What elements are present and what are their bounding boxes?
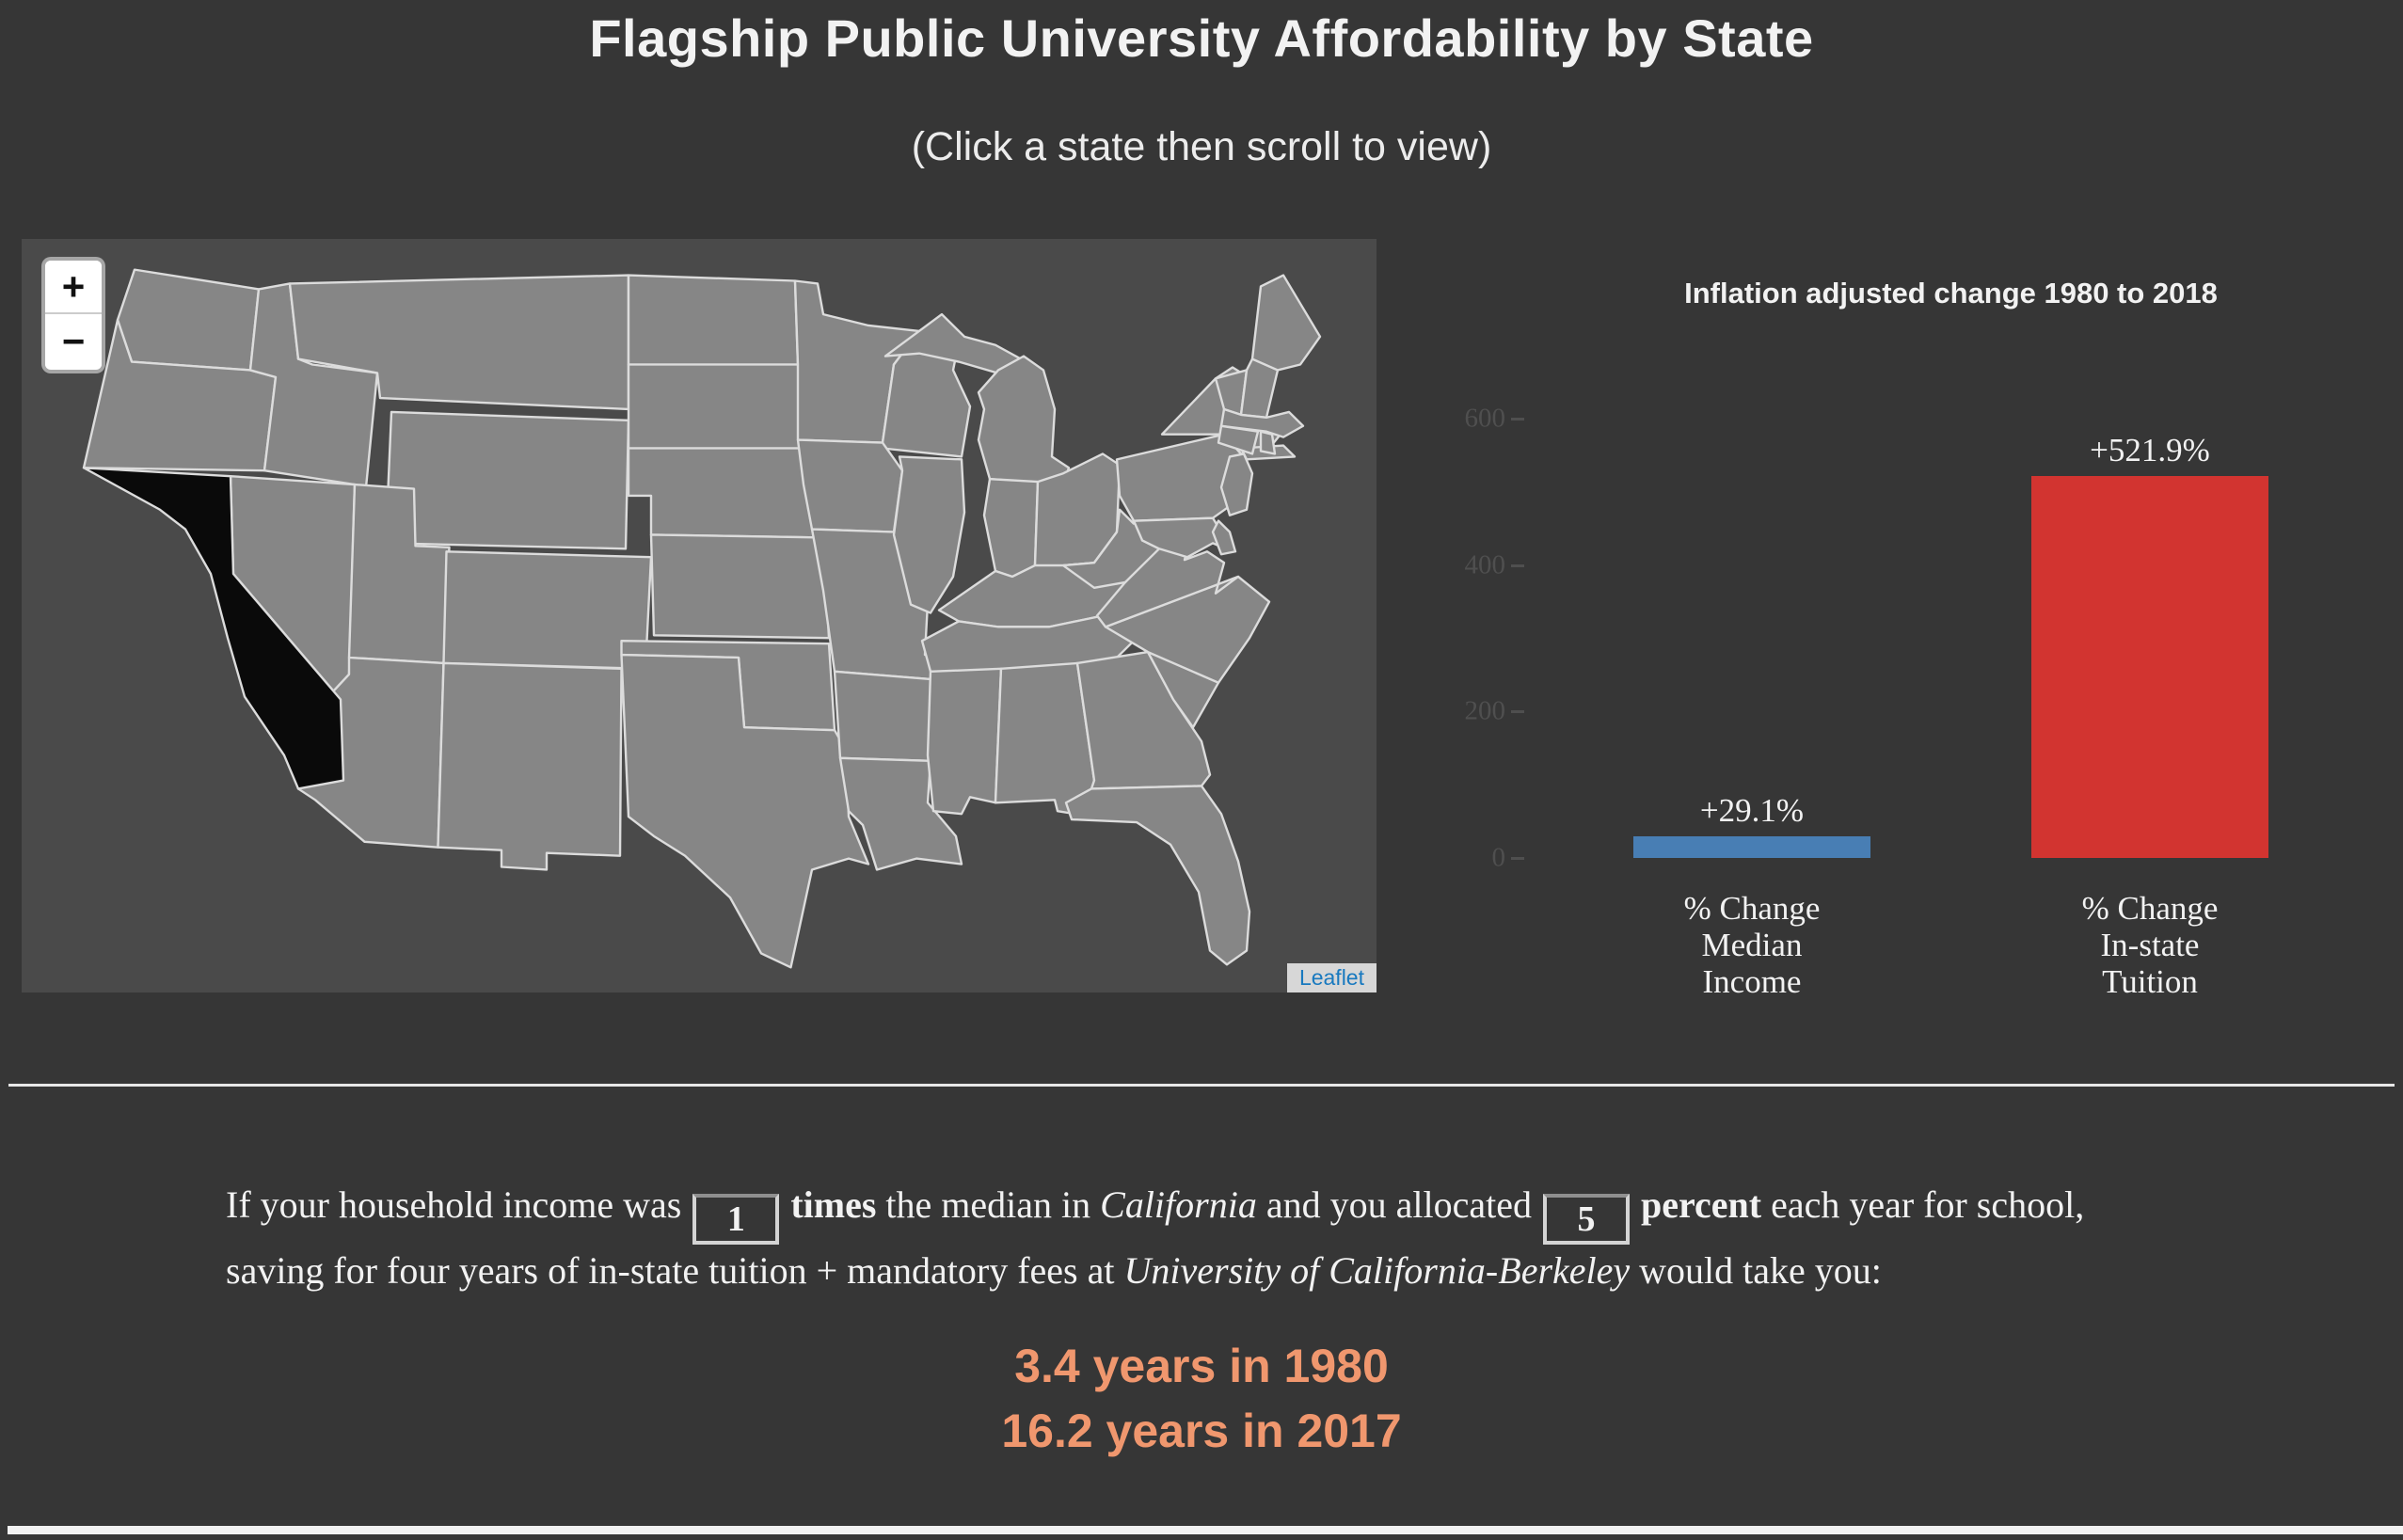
calc-part3: and you allocated [1256, 1183, 1532, 1226]
state-iowa[interactable] [796, 438, 904, 533]
state-new-jersey[interactable] [1219, 452, 1254, 516]
calc-bold-percent: percent [1640, 1183, 1762, 1226]
state-kansas[interactable] [649, 533, 831, 640]
calc-bold-times: times [790, 1183, 877, 1226]
state-florida[interactable] [1064, 785, 1251, 966]
state-wyoming[interactable] [384, 410, 630, 550]
state-delaware[interactable] [1211, 519, 1237, 556]
state-louisiana[interactable] [838, 756, 963, 871]
bar-instate-tuition [2031, 475, 2268, 858]
result-2017: 16.2 years in 2017 [1001, 1405, 1402, 1457]
y-axis-tick-mark [1511, 857, 1524, 860]
state-indiana[interactable] [982, 477, 1040, 579]
bar-value-label: +521.9% [2090, 431, 2210, 468]
result-1980: 3.4 years in 1980 [1014, 1340, 1389, 1392]
calc-part1: If your household income was [226, 1183, 682, 1226]
y-axis-tick-label: 200 [1464, 695, 1506, 726]
state-new-mexico[interactable] [437, 661, 623, 871]
state-pennsylvania[interactable] [1115, 433, 1243, 522]
zoom-in-button[interactable]: + [45, 261, 102, 314]
y-axis-tick-label: 0 [1491, 842, 1506, 873]
state-north-dakota[interactable] [627, 274, 800, 366]
state-illinois[interactable] [892, 455, 966, 614]
change-bar-chart: Inflation adjusted change 1980 to 2018 0… [1411, 239, 2403, 1000]
state-rhode-island[interactable] [1259, 430, 1277, 455]
percent-saved-input[interactable] [1542, 1194, 1630, 1245]
state-colorado[interactable] [442, 550, 653, 671]
calc-part4: each year for school, saving for four ye… [226, 1183, 2085, 1292]
state-south-dakota[interactable] [627, 363, 805, 450]
state-arkansas[interactable] [833, 670, 941, 762]
bottom-section-divider [8, 1526, 2403, 1534]
calc-state-name: California [1100, 1183, 1257, 1226]
calculator-sentence: If your household income was times the me… [226, 1179, 2178, 1296]
map-attribution: Leaflet [1286, 963, 1377, 992]
zoom-out-button[interactable]: − [45, 314, 102, 369]
state-mississippi[interactable] [926, 667, 1003, 816]
section-divider [8, 1084, 2395, 1087]
state-michigan[interactable] [977, 355, 1071, 486]
income-multiple-input[interactable] [692, 1194, 780, 1245]
bar-category-label: % Change In-state Tuition [2081, 890, 2219, 1000]
us-states-svg[interactable] [22, 239, 1377, 992]
us-map[interactable]: + − Leaflet [22, 239, 1377, 992]
state-maryland[interactable] [1132, 516, 1234, 559]
y-axis-tick-label: 600 [1464, 403, 1506, 434]
state-new-hampshire[interactable] [1239, 357, 1280, 420]
bar-category-label: % Change Median Income [1683, 890, 1821, 1000]
state-nebraska[interactable] [627, 447, 825, 539]
calc-part5: would take you: [1630, 1249, 1882, 1292]
bar-value-label: +29.1% [1699, 792, 1805, 830]
calc-part2: the median in [876, 1183, 1101, 1226]
y-axis-tick-mark [1511, 418, 1524, 421]
map-zoom-control: + − [41, 257, 105, 373]
y-axis-tick-label: 400 [1464, 549, 1506, 580]
y-axis-tick-mark [1511, 564, 1524, 567]
state-connecticut[interactable] [1217, 424, 1260, 455]
chart-title: Inflation adjusted change 1980 to 2018 [1684, 277, 2218, 310]
state-maine[interactable] [1250, 274, 1322, 372]
bar-median-income [1633, 836, 1870, 858]
state-texas[interactable] [620, 653, 870, 969]
page-title: Flagship Public University Affordability… [589, 8, 1814, 68]
page-subtitle: (Click a state then scroll to view) [911, 124, 1492, 169]
calc-school-name: University of California-Berkeley [1123, 1249, 1631, 1292]
state-california[interactable] [82, 467, 345, 790]
y-axis-tick-mark [1511, 710, 1524, 714]
state-washington[interactable] [116, 268, 261, 372]
savings-results: 3.4 years in 1980 16.2 years in 2017 [0, 1334, 2403, 1464]
leaflet-attribution-link[interactable]: Leaflet [1298, 965, 1364, 990]
